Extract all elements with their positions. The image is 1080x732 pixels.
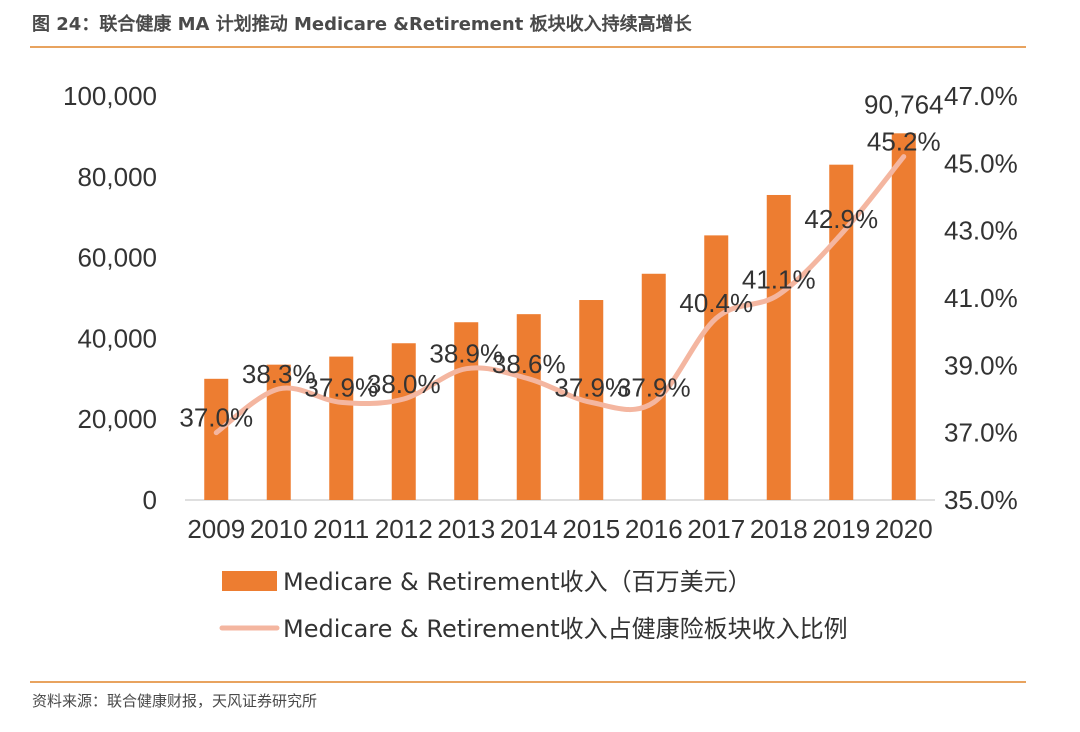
y-left-tick-label: 100,000 [63, 81, 157, 111]
x-tick-label: 2013 [437, 514, 495, 544]
ratio-point-2009 [214, 430, 219, 435]
ratio-point-2020 [901, 154, 906, 159]
ratio-data-label: 37.0% [179, 403, 253, 433]
x-tick-label: 2009 [187, 514, 245, 544]
ratio-data-label: 42.9% [804, 204, 878, 234]
ratio-data-label: 38.0% [367, 369, 441, 399]
ratio-point-2016 [651, 400, 656, 405]
x-tick-label: 2016 [625, 514, 683, 544]
x-tick-label: 2020 [875, 514, 933, 544]
ratio-point-2015 [589, 400, 594, 405]
bar-2011 [329, 356, 354, 500]
source-note: 资料来源：联合健康财报，天风证券研究所 [32, 692, 318, 710]
ratio-point-2012 [401, 397, 406, 401]
legend-label-bar: Medicare & Retirement收入（百万美元） [283, 568, 752, 596]
ratio-line-series [213, 154, 907, 436]
y-right-tick-label: 43.0% [944, 216, 1018, 246]
bar-2009 [204, 378, 229, 500]
legend-swatch-bar [222, 571, 277, 591]
ratio-point-2013 [464, 366, 469, 371]
x-tick-label: 2018 [750, 514, 808, 544]
combo-chart: 0 20,000 40,000 60,000 80,000 100,000 35.0% 37.… [63, 81, 1018, 643]
ratio-data-label: 41.1% [742, 265, 816, 295]
ratio-data-label: 38.6% [492, 349, 566, 379]
x-tick-label: 2012 [375, 514, 433, 544]
ratio-data-label: 40.4% [679, 288, 753, 318]
y-right-tick-label: 47.0% [944, 81, 1018, 111]
top-rule [30, 46, 1026, 48]
bar-2017 [704, 235, 729, 500]
y-right-tick-label: 45.0% [944, 148, 1018, 178]
ratio-point-2019 [839, 232, 844, 237]
bar-2020 [891, 133, 916, 500]
ratio-data-label: 38.3% [242, 359, 316, 389]
ratio-data-label: 37.9% [617, 372, 691, 402]
ratio-data-label: 45.2% [867, 127, 941, 157]
x-tick-label: 2014 [500, 514, 558, 544]
bar-2019 [829, 164, 854, 500]
bar-2018 [766, 194, 791, 501]
ratio-data-label: 38.9% [429, 339, 503, 369]
y-left-tick-label: 40,000 [77, 323, 157, 353]
x-tick-label: 2011 [313, 514, 369, 544]
x-tick-label: 2010 [250, 514, 308, 544]
y-right-tick-label: 41.0% [944, 283, 1018, 313]
y-left-tick-label: 20,000 [77, 404, 157, 434]
bar-2014 [516, 314, 541, 500]
ratio-point-2017 [714, 316, 719, 321]
y-right-tick-label: 35.0% [944, 485, 1018, 515]
figure-title: 图 24：联合健康 MA 计划推动 Medicare &Retirement 板… [32, 14, 692, 35]
bar-2012 [391, 343, 416, 500]
bar-data-label: 90,764 [864, 89, 944, 119]
x-tick-label: 2019 [812, 514, 870, 544]
y-right-tick-label: 39.0% [944, 350, 1018, 380]
y-left-tick-label: 0 [143, 485, 157, 515]
ratio-point-2011 [339, 400, 344, 405]
y-left-tick-label: 60,000 [77, 243, 157, 273]
legend-label-line: Medicare & Retirement收入占健康险板块收入比例 [283, 615, 848, 643]
bar-2016 [641, 273, 666, 500]
ratio-point-2010 [276, 386, 281, 391]
ratio-point-2018 [776, 292, 781, 297]
bar-2013 [454, 322, 479, 500]
bottom-rule [30, 681, 1026, 683]
x-tick-label: 2017 [687, 514, 745, 544]
x-tick-label: 2015 [562, 514, 620, 544]
ratio-point-2014 [526, 376, 531, 381]
ratio-data-label: 37.9% [554, 372, 628, 402]
ratio-data-label: 37.9% [304, 372, 378, 402]
y-right-tick-label: 37.0% [944, 418, 1018, 448]
y-left-tick-label: 80,000 [77, 162, 157, 192]
